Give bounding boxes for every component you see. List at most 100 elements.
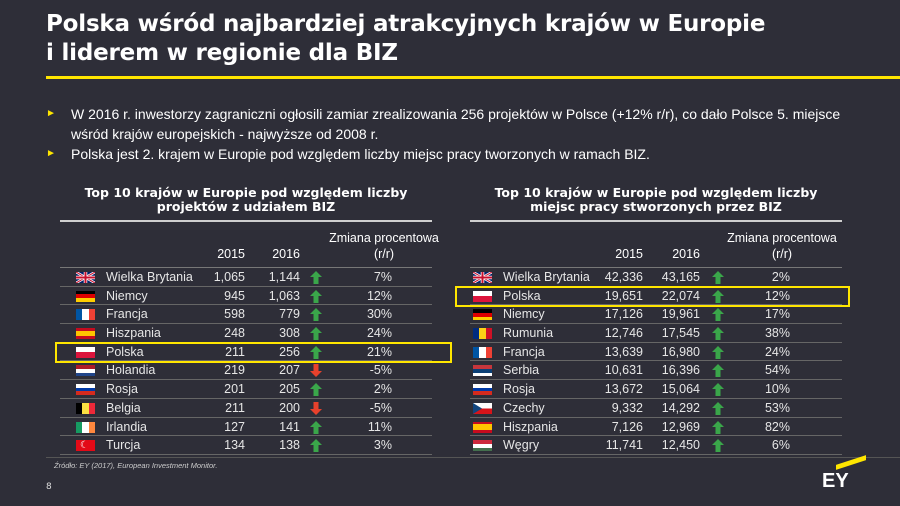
value-2016: 22,074	[661, 288, 700, 303]
value-2015: 13,639	[604, 344, 643, 359]
arrow-up-icon	[310, 420, 322, 434]
bullet-text: W 2016 r. inwestorzy zagraniczni ogłosil…	[71, 106, 841, 142]
country-name: Wielka Brytania	[106, 270, 193, 284]
arrow-up-icon	[310, 439, 322, 453]
projects-table: Top 10 krajów w Europie pod względem lic…	[55, 186, 452, 455]
footer-divider	[46, 457, 900, 458]
flag-pl-icon	[76, 346, 95, 358]
logo-text: EY	[822, 470, 849, 492]
table-header: 2015 2016 Zmiana procentowa (r/r)	[60, 222, 439, 268]
percent-change: 12%	[366, 288, 392, 303]
flag-gb-icon	[473, 272, 492, 283]
table-row: Francja 13,639 16,980 24%	[470, 343, 842, 362]
arrow-up-icon	[712, 327, 724, 341]
table-row: Niemcy 945 1,063 12%	[60, 287, 432, 306]
value-2015: 945	[224, 288, 245, 303]
flag-rs-icon	[473, 365, 492, 377]
col-2016-header: 2016	[272, 247, 300, 261]
arrow-down-icon	[310, 364, 322, 378]
bullet-item: ► W 2016 r. inwestorzy zagraniczni ogłosi…	[46, 104, 866, 144]
table-row: Polska 19,651 22,074 12%	[455, 285, 850, 307]
arrow-up-icon	[310, 271, 322, 284]
flag-ro-icon	[473, 328, 492, 340]
arrow-up-icon	[310, 308, 322, 322]
value-2015: 134	[224, 438, 245, 453]
country-name: Hiszpania	[106, 326, 161, 341]
arrow-up-icon	[712, 439, 724, 453]
table-row: Hiszpania 248 308 24%	[60, 324, 432, 343]
percent-change: 11%	[367, 419, 392, 434]
value-2016: 1,063	[268, 288, 300, 303]
table-row: Rosja 201 205 2%	[60, 380, 432, 399]
title-line-1: Polska wśród najbardziej atrakcyjnych kr…	[46, 11, 766, 37]
country-name: Rosja	[503, 382, 535, 397]
col-2015-header: 2015	[615, 247, 643, 261]
flag-pl-icon	[473, 290, 492, 302]
flag-hu-icon	[473, 440, 492, 452]
table-title-line: Top 10 krajów w Europie pod względem lic…	[494, 185, 818, 200]
arrow-up-icon	[310, 383, 322, 397]
arrow-up-icon	[712, 289, 724, 303]
flag-nl-icon	[76, 365, 95, 377]
flag-fr-icon	[473, 346, 492, 358]
table-row: Niemcy 17,126 19,961 17%	[470, 305, 842, 325]
value-2015: 9,332	[611, 400, 643, 415]
value-2015: 1,065	[213, 270, 245, 284]
value-2016: 308	[279, 326, 300, 341]
bullet-list: ► W 2016 r. inwestorzy zagraniczni ogłosi…	[46, 104, 866, 164]
table-row: Belgia 211 200 -5%	[60, 399, 432, 418]
flag-be-icon	[76, 402, 95, 414]
value-2015: 17,126	[604, 307, 643, 322]
percent-change: 17%	[764, 307, 790, 322]
ey-logo: EY	[822, 455, 866, 493]
value-2015: 11,741	[605, 438, 643, 453]
arrow-up-icon	[712, 420, 724, 434]
value-2015: 42,336	[604, 270, 643, 284]
value-2016: 19,961	[661, 307, 700, 322]
value-2016: 1,144	[268, 270, 300, 284]
table-title-underline	[470, 220, 842, 222]
value-2016: 14,292	[661, 400, 700, 415]
arrow-up-icon	[712, 401, 724, 415]
value-2015: 211	[225, 344, 245, 359]
flag-fr-icon	[76, 309, 95, 321]
value-2016: 12,450	[661, 438, 700, 453]
country-name: Francja	[503, 344, 545, 359]
value-2016: 16,980	[661, 344, 700, 359]
table-row: Hiszpania 7,126 12,969 82%	[470, 418, 842, 437]
country-name: Holandia	[106, 363, 156, 378]
arrow-up-icon	[310, 289, 322, 303]
value-2015: 127	[224, 419, 245, 434]
value-2015: 201	[224, 382, 245, 397]
percent-change: 2%	[373, 382, 392, 397]
table-row: Holandia 219 207 -5%	[60, 361, 432, 381]
value-2015: 13,672	[604, 382, 643, 397]
flag-cz-icon	[473, 402, 492, 414]
percent-change: 30%	[366, 307, 392, 322]
arrow-up-icon	[712, 383, 724, 397]
table-row: Czechy 9,332 14,292 53%	[470, 399, 842, 418]
percent-change: 3%	[373, 438, 392, 453]
arrow-up-icon	[310, 345, 322, 359]
table-row: Wielka Brytania 1,065 1,144 7%	[60, 268, 432, 287]
flag-tr-icon: ☾	[76, 440, 95, 452]
table-row: Francja 598 779 30%	[60, 305, 432, 325]
percent-change: -5%	[369, 400, 392, 415]
bullet-triangle-icon: ►	[46, 108, 56, 119]
table-row: ☾ Turcja 134 138 3%	[60, 436, 432, 455]
value-2016: 15,064	[661, 382, 700, 397]
highlight-box	[55, 341, 452, 363]
country-name: Belgia	[106, 400, 141, 415]
source-note: Źródło: EY (2017), European Investment M…	[54, 461, 218, 470]
value-2016: 207	[279, 363, 300, 378]
bullet-triangle-icon: ►	[46, 148, 56, 159]
percent-change: 6%	[771, 438, 790, 453]
table-row: Wielka Brytania 42,336 43,165 2%	[470, 268, 842, 287]
percent-change: 24%	[366, 326, 392, 341]
value-2016: 141	[279, 419, 300, 434]
table-row: Polska 211 256 21%	[55, 341, 452, 363]
highlight-box	[455, 285, 850, 307]
flag-de-icon	[473, 309, 492, 321]
jobs-table: Top 10 krajów w Europie pod względem lic…	[455, 185, 850, 455]
country-name: Polska	[106, 344, 144, 359]
